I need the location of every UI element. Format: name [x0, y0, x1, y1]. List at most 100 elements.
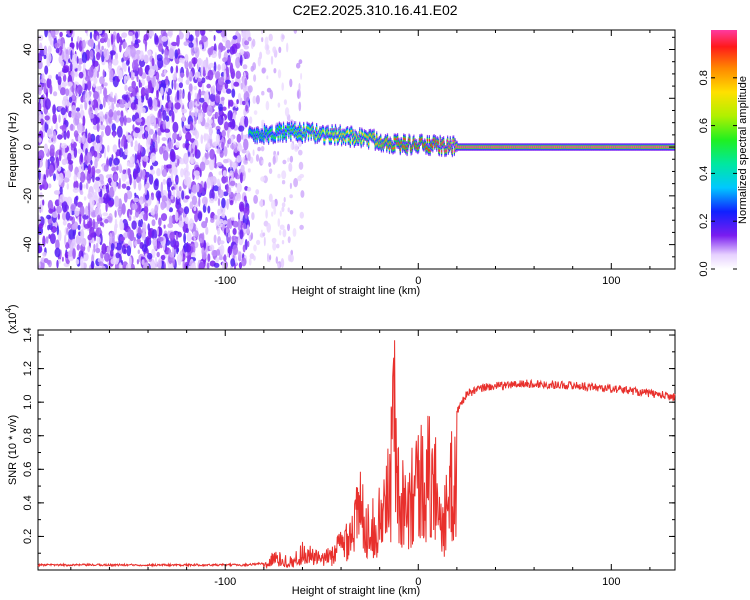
signal-cell	[375, 142, 377, 145]
noise-blob	[67, 250, 74, 257]
noise-blob	[156, 227, 159, 236]
signal-cell	[666, 146, 668, 148]
signal-cell	[452, 140, 454, 143]
signal-cell	[326, 129, 328, 132]
noise-blob	[49, 156, 55, 163]
signal-cell	[248, 131, 250, 134]
noise-blob	[209, 130, 213, 140]
noise-blob	[155, 36, 159, 45]
signal-cell	[343, 138, 345, 141]
signal-cell	[297, 135, 299, 139]
noise-blob	[289, 182, 292, 190]
noise-blob	[168, 207, 173, 213]
signal-cell	[435, 141, 437, 144]
noise-blob	[89, 113, 95, 119]
noise-blob	[141, 244, 148, 253]
noise-blob	[99, 221, 103, 227]
y-tick-label: 20	[22, 92, 34, 104]
noise-blob	[99, 103, 103, 110]
noise-blob	[62, 201, 68, 213]
noise-blob	[136, 259, 139, 265]
noise-blob	[75, 259, 80, 265]
noise-blob	[248, 152, 251, 160]
signal-cell	[630, 146, 632, 148]
noise-blob	[155, 256, 157, 265]
signal-cell	[456, 145, 458, 148]
signal-cell	[288, 132, 290, 135]
signal-cell	[268, 138, 270, 141]
noise-blob	[200, 30, 206, 36]
noise-blob	[73, 130, 79, 138]
signal-cell	[430, 143, 432, 147]
signal-cell	[307, 126, 309, 129]
noise-blob	[160, 86, 164, 96]
signal-cell	[419, 138, 421, 141]
signal-cell	[468, 146, 470, 148]
noise-blob	[236, 155, 242, 163]
signal-cell	[586, 146, 588, 148]
noise-blob	[181, 108, 188, 114]
signal-cell	[273, 135, 275, 139]
noise-blob	[110, 33, 114, 46]
signal-cell	[604, 146, 606, 148]
noise-blob	[74, 207, 80, 217]
noise-blob	[231, 118, 235, 129]
noise-blob	[266, 75, 269, 80]
noise-blob	[213, 234, 217, 244]
noise-blob	[271, 211, 274, 217]
noise-blob	[122, 41, 128, 49]
signal-cell	[546, 146, 548, 148]
signal-cell	[250, 131, 252, 134]
signal-cell	[414, 142, 416, 145]
noise-blob	[237, 219, 242, 231]
noise-blob	[218, 77, 225, 86]
spectrogram-heatmap	[38, 30, 675, 269]
noise-blob	[229, 159, 232, 170]
noise-blob	[44, 30, 48, 38]
noise-blob	[65, 88, 70, 97]
noise-blob	[75, 195, 79, 201]
signal-cell	[372, 133, 374, 136]
spectrogram-frame	[37, 29, 676, 270]
signal-cell	[357, 139, 359, 142]
signal-cell	[451, 150, 453, 153]
noise-blob	[63, 234, 67, 246]
signal-cell	[415, 146, 417, 149]
signal-cell	[359, 138, 362, 142]
noise-blob	[121, 171, 127, 182]
signal-cell	[501, 146, 503, 148]
noise-blob	[89, 133, 96, 142]
noise-blob	[123, 62, 127, 72]
noise-blob	[273, 205, 277, 215]
signal-cell	[524, 146, 526, 148]
noise-blob	[273, 68, 277, 74]
signal-cell	[461, 146, 464, 148]
signal-cell	[347, 138, 349, 141]
noise-blob	[43, 82, 47, 95]
noise-blob	[134, 97, 139, 106]
noise-blob	[195, 30, 200, 38]
signal-cell	[516, 146, 518, 148]
noise-blob	[107, 62, 113, 70]
noise-blob	[110, 243, 115, 251]
noise-blob	[51, 211, 58, 218]
noise-blob	[264, 43, 270, 51]
signal-cell	[488, 146, 491, 148]
noise-blob	[223, 159, 229, 164]
noise-blob	[128, 162, 135, 168]
signal-cell	[463, 146, 465, 148]
noise-blob	[134, 127, 141, 134]
signal-cell	[334, 128, 337, 131]
noise-blob	[87, 164, 91, 175]
signal-cell	[510, 146, 512, 148]
noise-blob	[55, 122, 58, 131]
noise-blob	[50, 226, 57, 233]
noise-blob	[206, 151, 209, 160]
colorbar-ticks: 0.00.20.40.60.8	[698, 70, 737, 277]
noise-blob	[54, 247, 61, 258]
signal-cell	[305, 130, 307, 133]
signal-cell	[506, 146, 508, 148]
signal-cell	[318, 133, 320, 137]
noise-blob	[269, 254, 272, 261]
noise-blob	[76, 36, 80, 43]
